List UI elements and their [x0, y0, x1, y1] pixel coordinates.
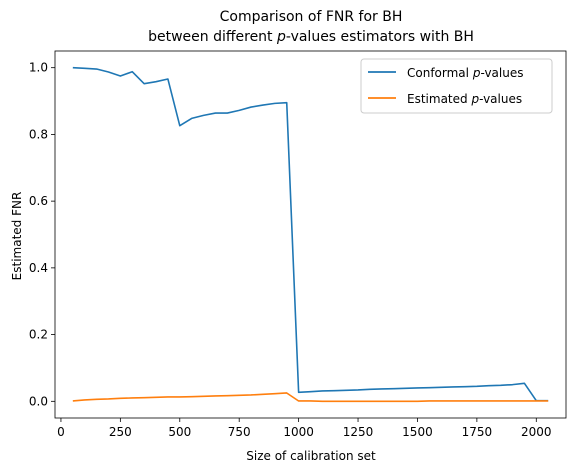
y-tick-label: 0.2 — [29, 328, 48, 342]
legend-label-conformal: Conformal p-values — [407, 66, 523, 80]
x-axis-label: Size of calibration set — [246, 449, 376, 463]
y-tick-label: 0.0 — [29, 394, 48, 408]
series-layer — [72, 66, 549, 403]
chart-title-line2: between different p-values estimators wi… — [148, 29, 474, 45]
x-tick-label: 2000 — [521, 425, 552, 439]
x-tick-label: 750 — [228, 425, 251, 439]
x-tick-label: 0 — [57, 425, 65, 439]
legend-box — [360, 58, 553, 114]
x-tick-label: 1500 — [402, 425, 433, 439]
y-tick-label: 0.8 — [29, 127, 48, 141]
legend-label-estimated: Estimated p-values — [407, 92, 522, 106]
axes-frame — [54, 50, 567, 419]
y-axis-label: Estimated FNR — [10, 192, 24, 281]
x-tick-label: 1250 — [343, 425, 374, 439]
series-line-conformal — [72, 66, 549, 402]
y-tick-label: 0.6 — [29, 194, 48, 208]
x-tick-label: 1750 — [462, 425, 493, 439]
x-tick-label: 250 — [109, 425, 132, 439]
series-line-estimated — [72, 392, 549, 403]
ticks-layer: 0 250 500 750 1000 1250 1500 1750 2000 0.0 0.2 0.4 0… — [29, 61, 552, 439]
plot-area — [54, 50, 567, 419]
x-tick-label: 500 — [168, 425, 191, 439]
y-tick-label: 1.0 — [29, 61, 48, 75]
chart-title-line1: Comparison of FNR for BH — [220, 9, 403, 25]
y-tick-label: 0.4 — [29, 261, 48, 275]
legend: Conformal p-values Estimated p-values — [360, 58, 553, 114]
x-tick-label: 1000 — [283, 425, 314, 439]
